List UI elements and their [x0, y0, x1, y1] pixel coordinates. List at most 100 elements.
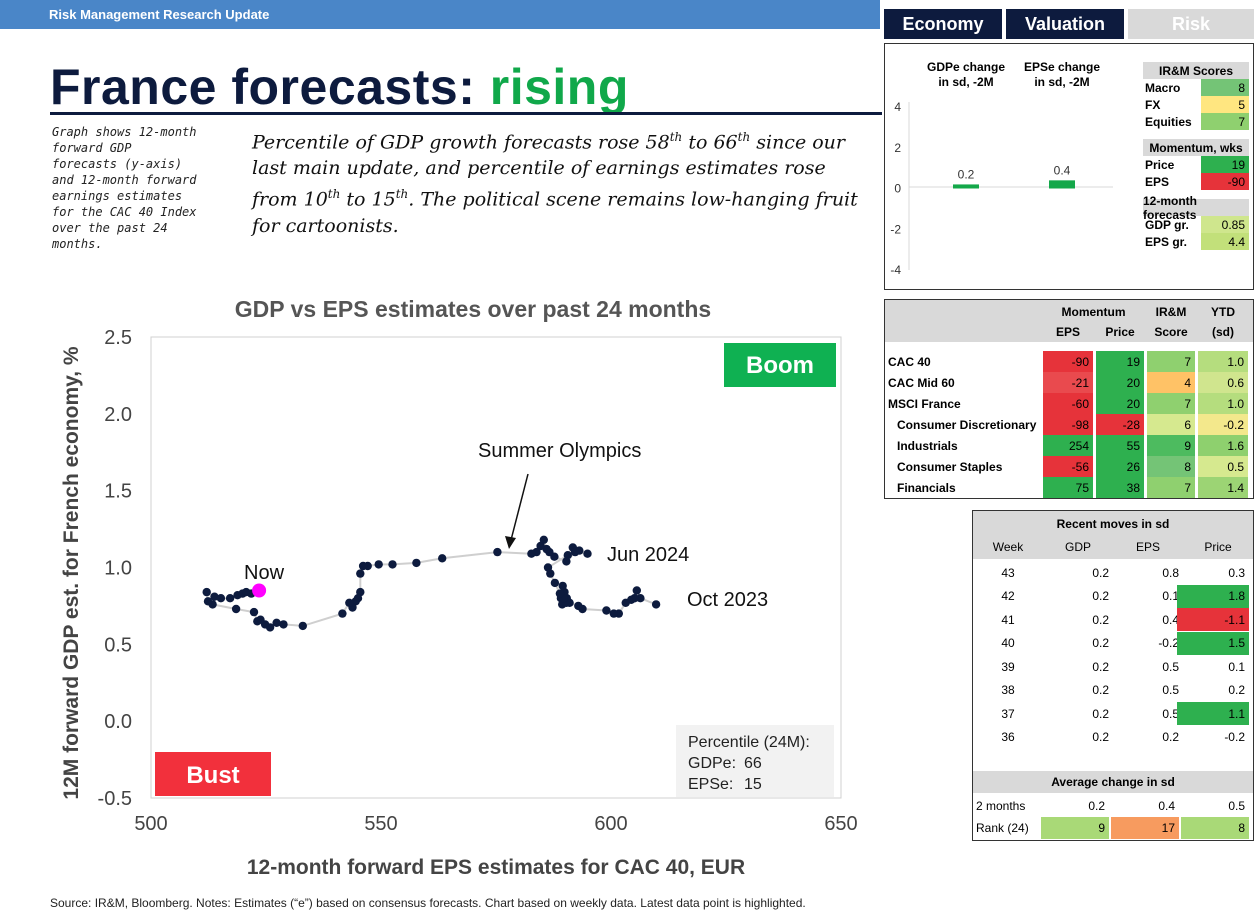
- eps-move-value: 0.4: [1162, 612, 1179, 627]
- gdp-vs-eps-scatter-chart: GDP vs EPS estimates over past 24 months…: [60, 296, 858, 879]
- y-tick-label: 0.0: [104, 711, 132, 733]
- week-number: 39: [1001, 659, 1015, 674]
- latest-data-point-marker: [252, 583, 267, 598]
- data-point: [562, 557, 571, 566]
- week-number: 43: [1001, 565, 1015, 580]
- ytd-sd-value: 1.0: [1198, 351, 1248, 372]
- score-value: 7: [1201, 113, 1249, 130]
- average-price-value: 8: [1181, 817, 1249, 839]
- x-axis-title: 12-month forward EPS estimates for CAC 4…: [247, 856, 745, 879]
- boom-label-box: [724, 343, 836, 387]
- data-point: [298, 621, 307, 631]
- summary-part: . The political scene remains low-hangin…: [252, 188, 858, 237]
- forecast-header-band: [1143, 199, 1249, 216]
- ytd-sd-value: -0.2: [1198, 414, 1248, 435]
- momentum-value: 19: [1201, 156, 1249, 173]
- data-point: [651, 600, 661, 609]
- eps-move-value: 0.2: [1162, 730, 1179, 744]
- momentum-value: -90: [1201, 173, 1249, 190]
- tab-economy[interactable]: Economy: [884, 9, 1002, 39]
- gdp-move-value: 0.2: [1092, 589, 1109, 603]
- week-number: 41: [1001, 612, 1015, 627]
- bar-y-tick-label: 4: [894, 100, 901, 114]
- data-point: [202, 587, 211, 597]
- eps-move-value: 0.5: [1162, 659, 1179, 674]
- chart-title: GDP vs EPS estimates over past 24 months: [235, 296, 711, 322]
- average-row-label: 2 months: [976, 799, 1026, 813]
- irm-scores-block: IR&M Scores Macro 8 FX 5 Equities 7 Momentum, w…: [1143, 62, 1249, 273]
- data-point: [539, 535, 548, 544]
- data-point: [583, 549, 592, 558]
- price-move-value: 0.1: [1228, 659, 1245, 674]
- scores-title: IR&M Scores: [1158, 63, 1234, 78]
- score-value: 5: [1201, 96, 1249, 113]
- boom-label: Boom: [746, 352, 814, 379]
- data-point: [358, 561, 368, 571]
- data-point: [493, 547, 502, 557]
- bar: [953, 184, 979, 189]
- data-point: [374, 560, 383, 569]
- price-move-value: -0.2: [1224, 730, 1245, 744]
- x-tick-label: 600: [594, 813, 627, 835]
- price-move-value: 1.8: [1177, 584, 1249, 608]
- percentile-gdp-value: 66: [744, 755, 762, 772]
- header-score: Score: [1154, 324, 1188, 339]
- summary-superscript: th: [327, 187, 341, 202]
- average-gdp-value: 9: [1041, 817, 1109, 839]
- average-price-value: 0.5: [1228, 799, 1245, 813]
- percentile-eps-label: EPSe:: [688, 776, 733, 793]
- bar-category-label: GDPe change in sd, -2M: [927, 60, 1005, 89]
- momentum-table-header-band: [885, 300, 1253, 342]
- summary-part: since our last main update, and percenti…: [252, 131, 845, 211]
- summary-superscript: th: [395, 187, 409, 202]
- irm-score-value: 4: [1147, 372, 1195, 393]
- bar-value-label: 0.4: [1054, 163, 1071, 177]
- forecast-label: EPS gr.: [1145, 234, 1188, 249]
- recent-moves-title: Recent moves in sd: [1056, 517, 1170, 531]
- summary-text: Percentile of GDP growth forecasts rose …: [252, 124, 872, 239]
- eps-momentum-value: -21: [1043, 372, 1093, 393]
- eps-momentum-value: -56: [1043, 456, 1093, 477]
- y-tick-label: 0.5: [104, 634, 132, 656]
- momentum-wks-title: Momentum, wks: [1149, 140, 1243, 155]
- data-point: [636, 594, 645, 603]
- price-momentum-value: 38: [1096, 477, 1144, 498]
- y-tick-label: -0.5: [98, 788, 132, 810]
- summary-part: to 15: [340, 188, 396, 211]
- price-move-value: -1.1: [1177, 608, 1249, 631]
- momentum-label: Price: [1145, 157, 1175, 172]
- data-point: [438, 554, 447, 563]
- data-point: [621, 598, 630, 607]
- tab-risk[interactable]: Risk: [1128, 9, 1254, 39]
- eps-momentum-value: -98: [1043, 414, 1093, 435]
- gdp-move-value: 0.2: [1092, 706, 1109, 721]
- gdp-move-value: 0.2: [1092, 683, 1109, 697]
- page-title: France forecasts: rising: [50, 58, 629, 116]
- oct-2023-annotation: Oct 2023: [687, 589, 768, 611]
- x-tick-label: 650: [824, 813, 857, 835]
- week-number: 37: [1001, 706, 1015, 721]
- x-tick-label: 550: [364, 813, 397, 835]
- ytd-sd-value: 0.5: [1198, 456, 1248, 477]
- eps-move-value: 0.5: [1162, 706, 1179, 721]
- tab-valuation[interactable]: Valuation: [1006, 9, 1124, 39]
- header-gdp: GDP: [1064, 540, 1091, 554]
- bar-y-tick-label: -4: [890, 263, 901, 277]
- week-number: 38: [1001, 683, 1015, 697]
- recent-moves-header-band: [973, 511, 1253, 559]
- y-tick-label: 2.0: [104, 404, 132, 426]
- header-momentum: Momentum: [1061, 304, 1126, 319]
- index-name: CAC Mid 60: [888, 375, 955, 390]
- data-point: [550, 578, 560, 588]
- chart-description-note: Graph shows 12-month forward GDP forecas…: [52, 125, 197, 251]
- change-and-scores-panel: GDPe change in sd, -2M EPSe change in sd, …: [884, 43, 1254, 290]
- data-point: [338, 609, 347, 618]
- bar-category-label: EPSe change in sd, -2M: [1024, 60, 1100, 89]
- data-point: [249, 607, 259, 617]
- eps-momentum-value: 254: [1043, 435, 1093, 456]
- header-price: Price: [1105, 324, 1135, 339]
- data-point: [543, 563, 553, 572]
- price-move-value: 0.3: [1228, 565, 1245, 580]
- data-point: [388, 560, 397, 569]
- sd-change-bar-chart: GDPe change in sd, -2M EPSe change in sd, …: [890, 60, 1113, 277]
